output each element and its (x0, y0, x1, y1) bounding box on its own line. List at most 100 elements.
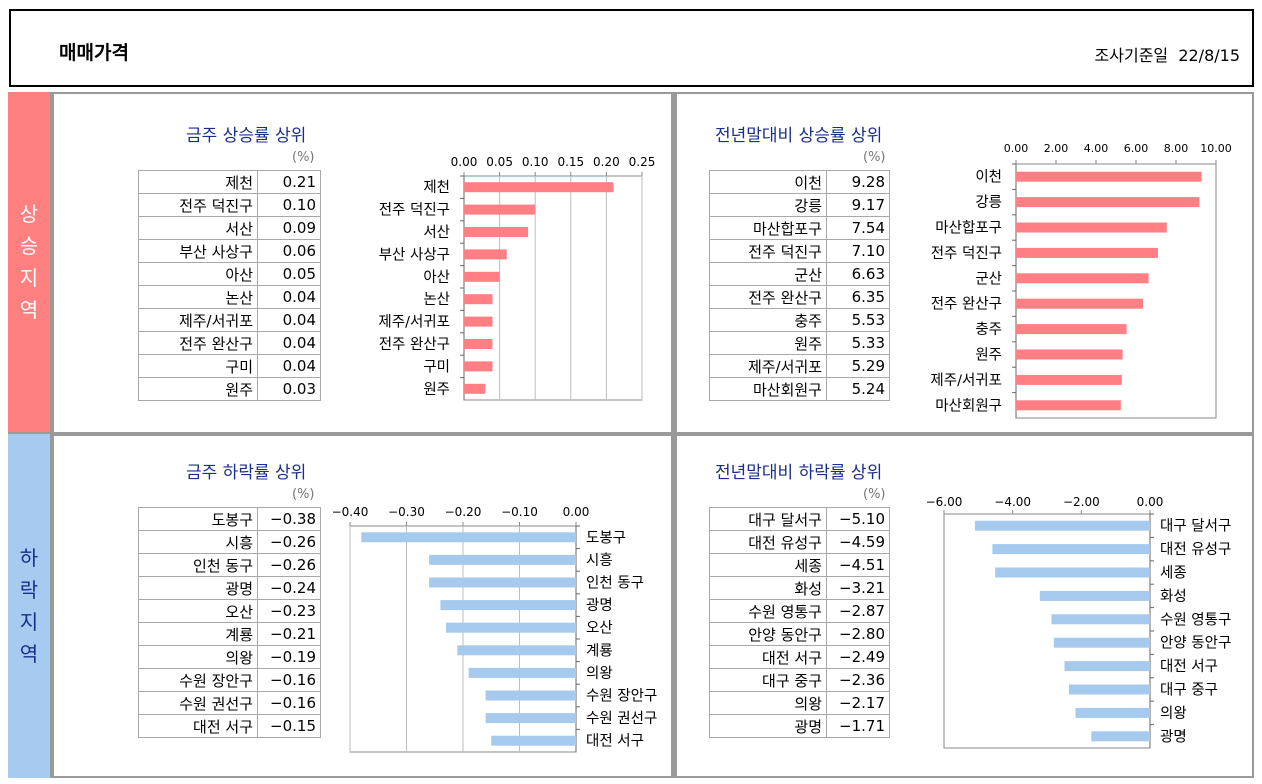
change-value: 5.29 (826, 354, 890, 378)
tick-label: 4.00 (1084, 142, 1109, 155)
bar (1075, 707, 1150, 718)
bar (1016, 247, 1158, 258)
category-label: 원주 (975, 347, 1002, 364)
table-row: 도봉구 −0.38 (138, 507, 321, 531)
panel-title: 전년말대비 하락률 상위 (715, 463, 883, 483)
category-label: 수원 영통구 (1160, 611, 1231, 628)
tick-label: −2.00 (1063, 495, 1100, 509)
change-value: −3.21 (826, 576, 890, 600)
tick-label: −0.20 (445, 505, 482, 519)
survey-date-value: 22/8/15 (1178, 46, 1240, 65)
tick-label: 0.00 (1004, 142, 1029, 155)
region-name: 대전 서구 (138, 714, 258, 738)
table-row: 수원 영통구 −2.87 (709, 599, 890, 623)
tick-label: 0.15 (557, 155, 584, 169)
bar (464, 204, 536, 215)
data-table: 도봉구 −0.38 시흥 −0.26 인천 동구 −0.26 광명 −0.24 오산 −0.23 계… (138, 507, 321, 738)
tick-label: 0.25 (629, 155, 656, 169)
tick-label: −6.00 (926, 495, 963, 509)
fall-region-label: 하 락 지 역 (8, 434, 50, 778)
change-value: −2.87 (826, 599, 890, 623)
tick-label: 8.00 (1164, 142, 1189, 155)
page-title: 매매가격 (59, 42, 129, 64)
category-label: 광명 (586, 597, 613, 614)
category-label: 오산 (586, 620, 613, 637)
change-value: 6.63 (826, 262, 890, 286)
category-label: 강릉 (975, 194, 1002, 211)
change-value: 0.06 (257, 239, 321, 263)
region-name: 광명 (709, 714, 827, 738)
category-label: 화성 (1160, 588, 1187, 605)
category-label: 마산회원구 (935, 397, 1002, 414)
panel-ytd-rise: 전년말대비 상승률 상위 (%) 이천 9.28 강릉 9.17 마산합포구 7.54 전주… (677, 94, 1252, 432)
change-value: −0.26 (257, 553, 321, 577)
bar (485, 713, 576, 724)
category-label: 대구 달서구 (1160, 518, 1231, 535)
bar (1016, 400, 1121, 411)
bar (1016, 324, 1127, 335)
unit-label: (%) (863, 150, 886, 165)
bar (464, 227, 529, 237)
category-label: 도봉구 (586, 529, 626, 546)
fall-label-char: 지 (19, 610, 39, 634)
bar (464, 316, 493, 327)
tick-label: 0.10 (522, 155, 549, 169)
table-row: 대구 중구 −2.36 (709, 668, 890, 692)
panel-ytd-fall: 전년말대비 하락률 상위 (%) 대구 달서구 −5.10 대전 유성구 −4.59 세… (677, 436, 1252, 776)
panel-weekly-fall: 금주 하락률 상위 (%) 도봉구 −0.38 시흥 −0.26 인천 동구 −0.26 광… (54, 436, 671, 776)
change-value: −0.16 (257, 668, 321, 692)
region-name: 원주 (138, 377, 258, 401)
bar (429, 577, 576, 588)
tick-label: 0.05 (486, 155, 513, 169)
bar (446, 622, 576, 633)
bar (992, 544, 1150, 555)
unit-label: (%) (292, 487, 315, 502)
change-value: 5.24 (826, 377, 890, 401)
category-label: 제천 (423, 179, 450, 196)
table-row: 이천 9.28 (709, 170, 890, 194)
bar (457, 645, 576, 656)
change-value: 0.09 (257, 216, 321, 240)
change-value: 5.53 (826, 308, 890, 332)
region-name: 전주 완산구 (138, 331, 258, 355)
category-label: 부산 사상구 (379, 246, 450, 263)
table-row: 논산 0.04 (138, 285, 321, 309)
change-value: 7.54 (826, 216, 890, 240)
region-name: 수원 장안구 (138, 668, 258, 692)
region-name: 시흥 (138, 530, 258, 554)
survey-date-label: 조사기준일 (1094, 46, 1169, 65)
category-label: 전주 완산구 (931, 296, 1002, 313)
bar (1016, 298, 1143, 309)
region-name: 의왕 (709, 691, 827, 715)
region-name: 안양 동안구 (709, 622, 827, 646)
panel-weekly-rise: 금주 상승률 상위 (%) 제천 0.21 전주 덕진구 0.10 서산 0.09 부산 사… (54, 94, 671, 432)
bar (1053, 637, 1150, 648)
category-label: 수원 권선구 (586, 710, 657, 727)
category-label: 광명 (1160, 728, 1187, 745)
tick-label: −0.10 (501, 505, 538, 519)
fall-label-char: 락 (19, 578, 39, 602)
tick-label: −4.00 (994, 495, 1031, 509)
bar (1016, 171, 1202, 182)
change-value: 0.04 (257, 354, 321, 378)
table-row: 수원 장안구 −0.16 (138, 668, 321, 692)
region-name: 수원 영통구 (709, 599, 827, 623)
tick-label: 0.00 (451, 155, 478, 169)
category-label: 대구 중구 (1160, 682, 1218, 699)
bar (1016, 222, 1167, 233)
region-name: 광명 (138, 576, 258, 600)
category-label: 계룡 (586, 642, 613, 659)
table-row: 원주 0.03 (138, 377, 321, 401)
category-label: 제주/서귀포 (930, 372, 1002, 389)
region-name: 전주 덕진구 (138, 193, 258, 217)
change-value: −0.15 (257, 714, 321, 738)
unit-label: (%) (863, 487, 886, 502)
category-label: 전주 완산구 (379, 336, 450, 353)
region-name: 도봉구 (138, 507, 258, 531)
region-name: 마산회원구 (709, 377, 827, 401)
panel-title: 금주 하락률 상위 (186, 463, 307, 483)
change-value: 0.05 (257, 262, 321, 286)
table-row: 충주 5.53 (709, 308, 890, 332)
bar (1016, 349, 1123, 360)
